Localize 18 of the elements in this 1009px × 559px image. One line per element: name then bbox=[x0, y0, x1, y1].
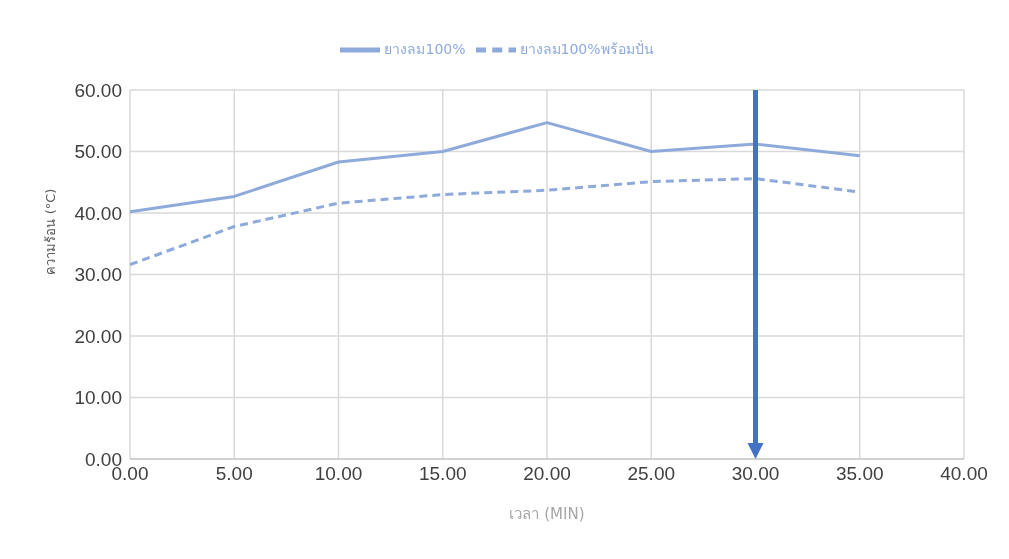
x-tick-label: 20.00 bbox=[523, 463, 571, 485]
y-tick-label: 20.00 bbox=[74, 325, 122, 347]
x-tick-label: 15.00 bbox=[418, 463, 467, 485]
y-tick-label: 40.00 bbox=[74, 202, 122, 224]
x-axis-title: เวลา (MIN) bbox=[509, 505, 585, 523]
x-tick-label: 30.00 bbox=[731, 463, 780, 485]
y-tick-label: 60.00 bbox=[74, 79, 122, 101]
legend-label: ยางลม100%พร้อมปั่น bbox=[519, 41, 654, 57]
y-tick-label: 10.00 bbox=[74, 387, 122, 409]
legend-label: ยางลม100% bbox=[384, 41, 466, 57]
x-tick-label: 25.00 bbox=[627, 463, 676, 485]
y-axis-title: ความร้อน (°C) bbox=[42, 188, 58, 275]
x-tick-label: 35.00 bbox=[835, 463, 884, 485]
x-tick-label: 5.00 bbox=[215, 463, 253, 485]
y-tick-label: 30.00 bbox=[74, 264, 122, 286]
x-tick-label: 40.00 bbox=[940, 463, 988, 485]
y-tick-label: 50.00 bbox=[74, 141, 122, 163]
x-tick-label: 10.00 bbox=[314, 463, 363, 485]
